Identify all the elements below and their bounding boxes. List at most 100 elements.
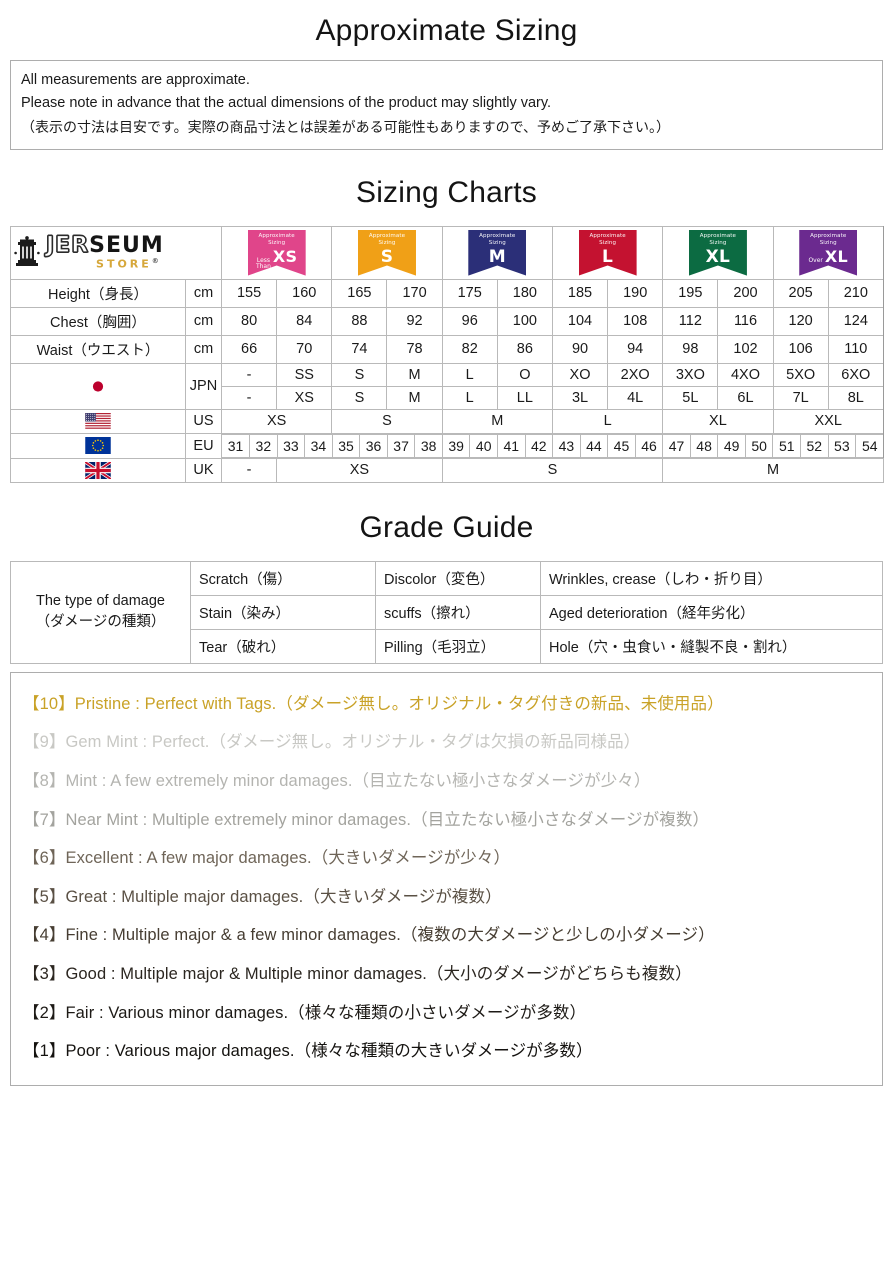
jpn-size-b-0: - — [221, 385, 278, 410]
brand-subtitle: STORE® — [96, 257, 162, 271]
measurement-row: Waist（ウエスト） cm 66 70 74 78 82 86 90 94 98 102 106 110 — [10, 334, 884, 364]
badge-main-row: S — [381, 249, 394, 266]
measurement-value-2-10: 106 — [772, 334, 829, 364]
damage-item-2-0: Tear（破れ） — [190, 628, 376, 664]
jpn-size-b-8: 5L — [662, 385, 719, 410]
size-ribbon-badge-5: Approximate Sizing Over XL — [799, 229, 858, 276]
brand-logo: JER SEUM STORE® — [12, 233, 220, 271]
jpn-size-a-8: 3XO — [662, 362, 719, 387]
measurement-value-0-4: 175 — [441, 278, 498, 308]
grade-line-2: 【8】Mint : A few extremely minor damages.… — [23, 771, 651, 790]
size-ribbon-badge-1: Approximate Sizing S — [357, 229, 416, 276]
damage-item-2-1: Pilling（毛羽立） — [375, 628, 541, 664]
eu-size-value-10: 41 — [496, 433, 526, 458]
jpn-size-b-10: 7L — [772, 385, 829, 410]
flag-usa-icon — [85, 412, 111, 430]
badge-main-row: L — [602, 249, 613, 266]
measurement-value-2-8: 98 — [662, 334, 719, 364]
measurement-value-0-8: 195 — [662, 278, 719, 308]
eu-size-value-8: 39 — [441, 433, 471, 458]
measurement-value-1-10: 120 — [772, 306, 829, 336]
damage-type-row: The type of damage （ダメージの種類） Scratch（傷） Dis… — [10, 560, 883, 664]
eu-size-value-12: 43 — [552, 433, 581, 458]
eu-size-value-9: 40 — [469, 433, 498, 458]
sizing-header-row: JER SEUM STORE® Approximate Sizing Less Than XS… — [9, 225, 884, 280]
flag-cell-jpn — [10, 362, 186, 410]
measurement-value-0-1: 160 — [276, 278, 333, 308]
country-label-uk: UK — [184, 457, 223, 483]
badge-top-label: Approximate Sizing — [810, 232, 847, 247]
eu-size-subrow: 31 32 33 34 35 36 37 38 39 40 41 42 43 44 45 46 47 48 49 50… — [222, 433, 884, 458]
sizing-chart-table: JER SEUM STORE® Approximate Sizing Less Than XS… — [9, 225, 884, 483]
museum-column-icon-wrap — [14, 235, 40, 270]
grade-line-3: 【7】Near Mint : Multiple extremely minor … — [23, 810, 710, 829]
uk-size-3: M — [662, 457, 884, 483]
measurement-value-2-3: 78 — [386, 334, 443, 364]
brand-logo-cell: JER SEUM STORE® — [9, 225, 223, 280]
damage-item-0-0: Scratch（傷） — [190, 560, 376, 596]
eu-size-value-18: 49 — [717, 433, 746, 458]
jpn-size-a-11: 6XO — [827, 362, 884, 387]
damage-header-line-2: （ダメージの種類） — [35, 614, 166, 631]
eu-size-value-20: 51 — [772, 433, 801, 458]
measurement-value-1-6: 104 — [551, 306, 609, 336]
eu-size-subtable: 31 32 33 34 35 36 37 38 39 40 41 42 43 44 45 46 47 48 49 50… — [222, 433, 884, 458]
eu-size-value-15: 46 — [634, 433, 664, 458]
measurement-value-0-5: 180 — [496, 278, 553, 308]
size-badge-cell-m-2: Approximate Sizing M — [441, 225, 553, 280]
jpn-size-b-1: XS — [276, 385, 333, 410]
eu-size-value-19: 50 — [744, 433, 774, 458]
page-title-grade-guide: Grade Guide — [359, 510, 534, 544]
country-label-us: US — [184, 408, 223, 434]
measurement-value-2-1: 70 — [276, 334, 333, 364]
badge-top-label: Approximate Sizing — [699, 232, 737, 247]
jpn-size-a-7: 2XO — [607, 362, 664, 387]
eu-size-value-11: 42 — [524, 433, 554, 458]
measurement-row: Chest（胸囲） cm 80 84 88 92 96 100 104 108 112 116 120 1… — [10, 306, 884, 336]
measurement-value-2-7: 94 — [607, 334, 664, 364]
badge-size-label: L — [602, 247, 614, 268]
page-title-sizing-charts: Sizing Charts — [355, 175, 537, 209]
brand-logo-text: JER SEUM STORE® — [45, 233, 164, 271]
measurement-value-1-1: 84 — [276, 306, 333, 336]
measurement-value-1-8: 112 — [662, 306, 719, 336]
badge-size-label: S — [380, 247, 394, 268]
uk-size-1: XS — [276, 457, 443, 483]
damage-item-1-1: scuffs（擦れ） — [375, 594, 541, 630]
size-ribbon-badge-0: Approximate Sizing Less Than XS — [247, 229, 306, 276]
brand-wordmark-outline: JER — [45, 233, 90, 259]
page-title-approximate-sizing: Approximate Sizing — [315, 14, 578, 47]
museum-column-icon — [14, 235, 40, 266]
eu-size-value-17: 48 — [689, 433, 719, 458]
badge-main-row: M — [489, 249, 506, 266]
size-ribbon-badge-3: Approximate Sizing L — [578, 229, 637, 276]
badge-size-label: M — [488, 247, 506, 268]
jpn-size-row-a: JPN - SS S M L O XO 2XO 3XO 4XO 5XO 6XO — [10, 362, 884, 410]
us-size-3: L — [551, 408, 664, 434]
grade-line-8: 【2】Fair : Various minor damages.（様々な種類の小… — [23, 1003, 587, 1022]
damage-header-line-1: The type of damage — [36, 593, 165, 610]
us-size-2: M — [441, 408, 553, 434]
measurement-value-1-2: 88 — [331, 306, 388, 336]
measurement-value-0-2: 165 — [331, 278, 388, 308]
badge-top-label: Approximate Sizing — [479, 232, 516, 247]
measurement-value-2-2: 74 — [331, 334, 388, 364]
eu-size-value-4: 35 — [331, 433, 361, 458]
measurement-value-1-7: 108 — [607, 306, 664, 336]
grade-list-box: 【10】Pristine : Perfect with Tags.（ダメージ無し… — [10, 671, 883, 1086]
eu-size-value-2: 33 — [276, 433, 306, 458]
measurement-value-1-4: 96 — [441, 306, 498, 336]
grade-line-9: 【1】Poor : Various major damages.（様々な種類の大… — [23, 1042, 593, 1061]
brand-wordmark: JER SEUM — [45, 233, 164, 259]
size-ribbon-badge-2: Approximate Sizing M — [468, 229, 527, 276]
eu-size-value-22: 53 — [827, 433, 857, 458]
jpn-size-b-3: M — [386, 385, 443, 410]
measurement-value-0-6: 185 — [551, 278, 609, 308]
grade-line-5: 【5】Great : Multiple major damages.（大きいダメ… — [23, 887, 502, 906]
flag-cell-uk — [10, 457, 186, 483]
brand-trademark: ® — [151, 257, 162, 266]
measurement-label-1: Chest（胸囲） — [10, 306, 186, 336]
country-label-jpn: JPN — [184, 362, 223, 410]
jpn-size-b-5: LL — [496, 385, 553, 410]
damage-item-0-1: Discolor（変色） — [375, 560, 541, 596]
